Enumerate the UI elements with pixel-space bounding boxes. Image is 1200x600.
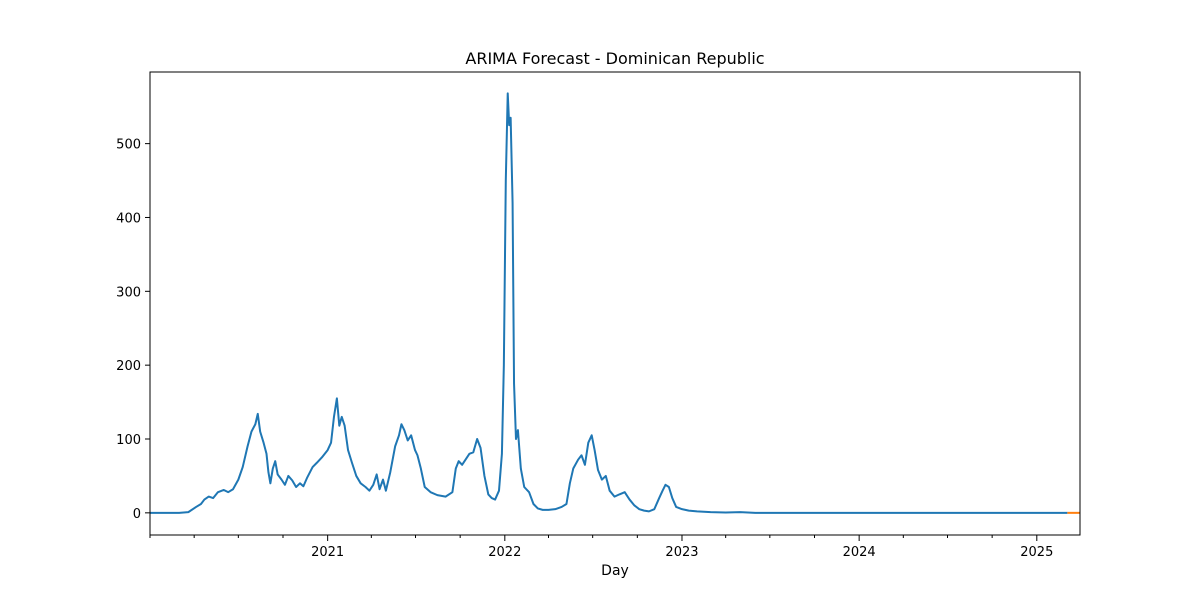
y-tick-label: 0	[133, 507, 141, 522]
x-axis-label: Day	[601, 563, 629, 579]
x-tick-label: 2022	[488, 545, 521, 560]
y-tick-label: 300	[116, 285, 141, 300]
y-tick-label: 100	[116, 433, 141, 448]
series-line-0	[150, 92, 1068, 514]
plot-frame	[149, 71, 1081, 536]
series-layer	[150, 92, 1080, 514]
axis-layer: 0 100 200 300 400 500 2021 2022 2023 2024 2025	[116, 138, 1053, 560]
x-tick-label: 2025	[1020, 545, 1053, 560]
y-tick-label: 200	[116, 359, 141, 374]
y-tick-label: 400	[116, 211, 141, 226]
x-tick-label: 2023	[665, 545, 698, 560]
x-tick-label: 2021	[311, 545, 344, 560]
y-tick-label: 500	[116, 138, 141, 153]
x-tick-label: 2024	[843, 545, 876, 560]
chart-title: ARIMA Forecast - Dominican Republic	[465, 49, 764, 68]
